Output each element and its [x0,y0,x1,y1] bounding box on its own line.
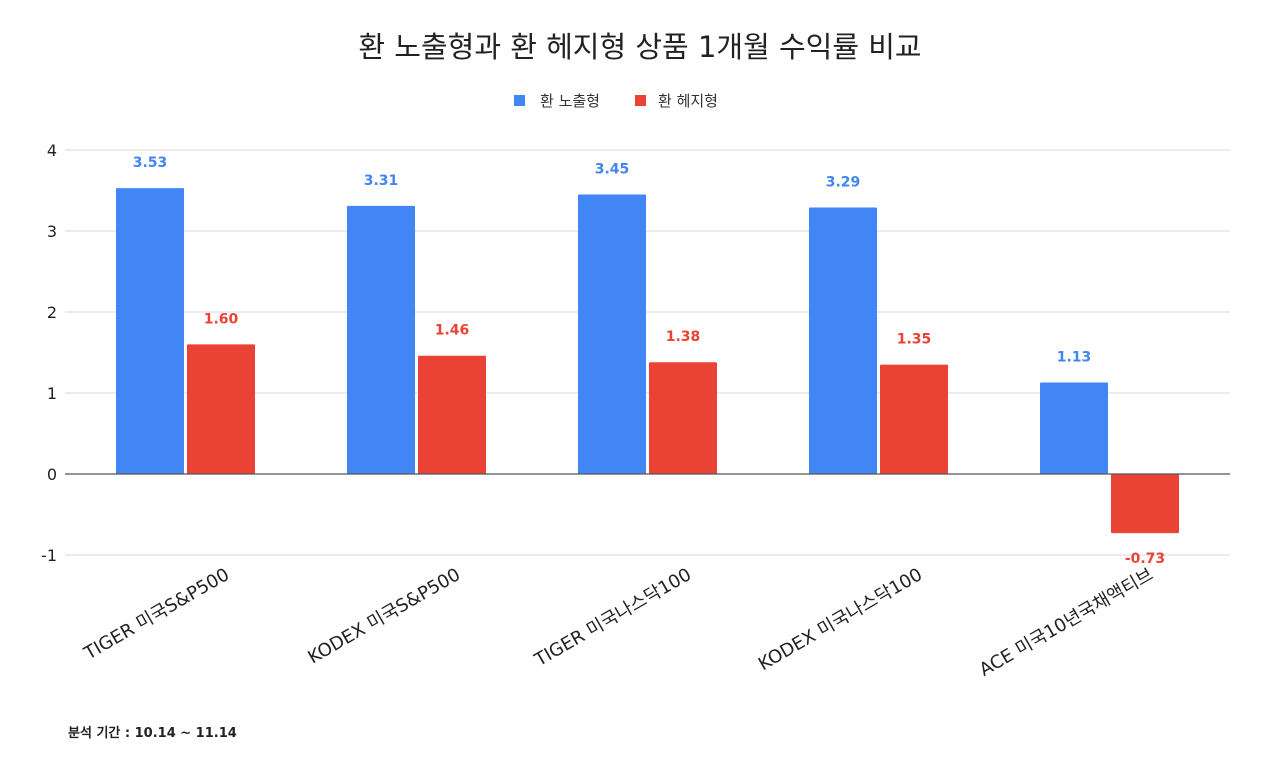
y-tick-label: 1 [47,384,57,403]
x-category-label: TIGER 미국S&P500 [80,564,233,665]
data-label: 1.46 [435,323,470,339]
data-label: 1.35 [897,332,932,348]
data-label: 3.31 [364,173,399,189]
data-label: 3.45 [595,162,630,178]
x-axis-categories: TIGER 미국S&P500 KODEX 미국S&P500 TIGER 미국나스닥1… [80,564,1157,681]
bar [880,364,948,474]
bar [809,207,877,474]
y-tick-label: 3 [47,222,57,241]
data-label: 1.38 [666,329,701,345]
gridlines [65,149,1230,556]
bar [578,194,646,475]
legend-swatch [514,95,525,106]
legend: 환 노출형 환 헤지형 [514,92,718,110]
analysis-period-note: 분석 기간 : 10.14 ~ 11.14 [68,726,237,741]
bars [116,188,1179,534]
data-label: -0.73 [1125,551,1165,567]
bar [1111,474,1179,534]
bar [418,355,486,474]
bar [1040,382,1108,474]
legend-label: 환 헤지형 [658,92,718,110]
x-category-label: KODEX 미국나스닥100 [755,564,926,675]
data-label: 1.60 [204,311,239,327]
chart-title: 환 노출형과 환 헤지형 상품 1개월 수익률 비교 [358,30,922,64]
x-category-label: ACE 미국10년국채액티브 [976,564,1157,681]
y-tick-label: 0 [47,465,57,484]
x-category-label: TIGER 미국나스닥100 [530,564,695,671]
bar [649,362,717,474]
data-label: 1.13 [1057,349,1092,365]
legend-label: 환 노출형 [540,92,600,110]
data-labels: 3.53 1.60 3.31 1.46 3.45 1.38 3.29 1.35 1.13 -0.7… [133,155,1165,567]
y-tick-label: 2 [47,303,57,322]
legend-swatch [635,95,646,106]
x-category-label: KODEX 미국S&P500 [304,564,464,668]
y-axis-ticks: 4 3 2 1 0 -1 [41,141,57,565]
bar [347,205,415,474]
bar [116,188,184,474]
y-tick-label: 4 [47,141,57,160]
y-tick-label: -1 [41,546,57,565]
data-label: 3.29 [826,175,861,191]
data-label: 3.53 [133,155,168,171]
bar [187,344,255,474]
